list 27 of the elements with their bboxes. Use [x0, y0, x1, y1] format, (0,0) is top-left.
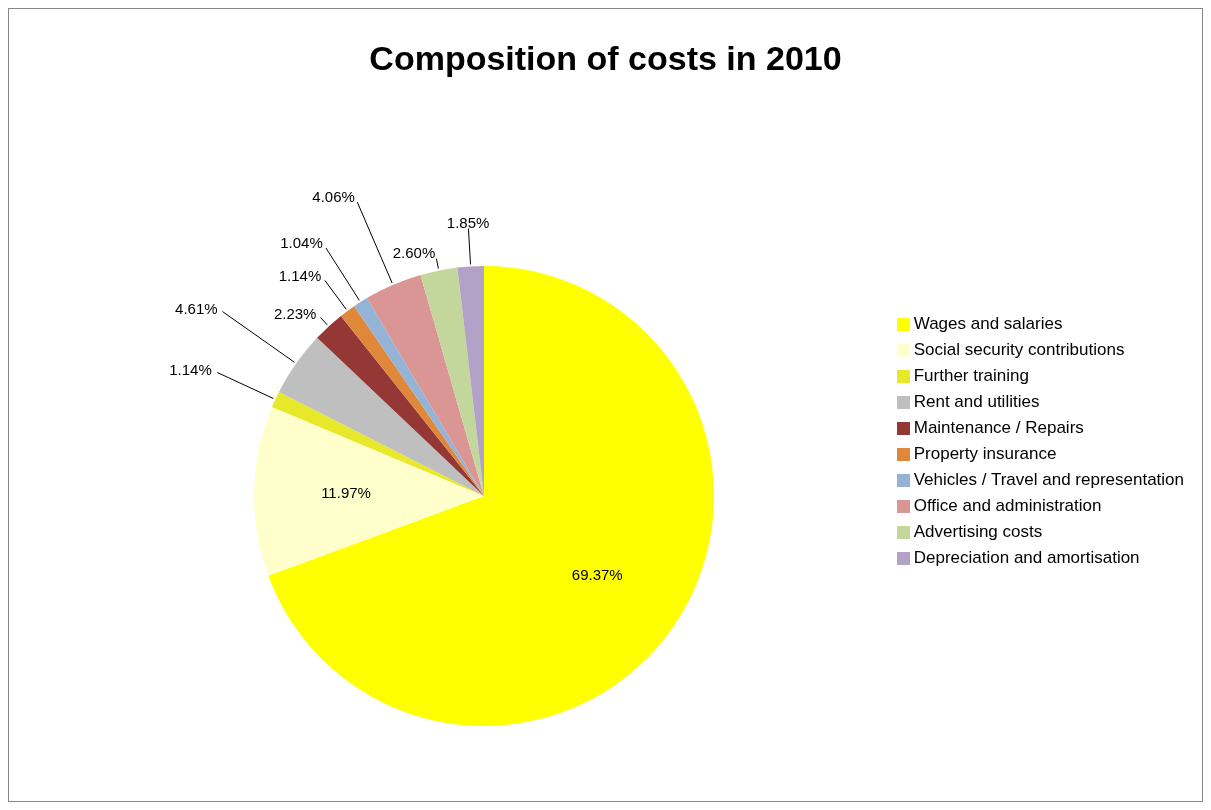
legend-label: Maintenance / Repairs: [913, 418, 1084, 437]
pie-slice: [278, 337, 484, 496]
legend-label: Rent and utilities: [913, 392, 1040, 411]
legend-label: Advertising costs: [913, 522, 1043, 541]
legend-label: Office and administration: [913, 496, 1102, 515]
pie-slice: [271, 391, 484, 496]
data-label: 11.97%: [321, 484, 371, 502]
pie-slice: [268, 266, 714, 726]
pie-slice: [254, 406, 484, 576]
data-label: 1.85%: [446, 213, 490, 231]
legend-label: Social security contributions: [913, 340, 1125, 359]
data-label: 1.04%: [280, 234, 323, 252]
data-label: 2.23%: [273, 304, 317, 322]
legend-label: Further training: [913, 366, 1029, 385]
legend-label: Depreciation and amortisation: [913, 548, 1140, 567]
data-label: 1.14%: [278, 267, 322, 285]
data-label: 1.14%: [169, 361, 212, 379]
data-label: 4.61%: [175, 299, 218, 317]
chart-title: Composition of costs in 2010: [368, 38, 843, 79]
pie-slice: [317, 315, 484, 496]
data-label: 2.60%: [392, 244, 436, 262]
legend-label: Wages and salaries: [913, 314, 1063, 333]
data-label: 69.37%: [571, 566, 623, 584]
pie-slice: [420, 267, 484, 496]
data-label: 4.06%: [312, 188, 355, 206]
legend-label: Property insurance: [913, 444, 1057, 463]
legend-label: Vehicles / Travel and representation: [913, 470, 1184, 489]
